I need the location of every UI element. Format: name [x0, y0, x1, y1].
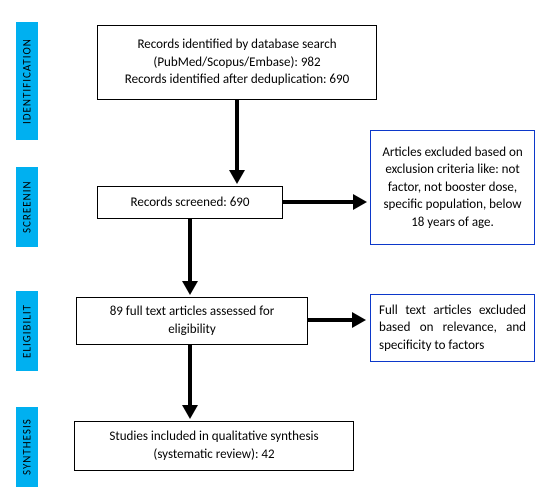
- stage-eligibility: ELIGIBILIT: [16, 291, 38, 371]
- ident-line3: Records identified after deduplication: …: [125, 71, 349, 89]
- ident-line1: Records identified by database search: [137, 36, 336, 54]
- excluded2-text: Full text articles excluded based on rel…: [379, 302, 526, 355]
- excluded1-text: Articles excluded based on exclusion cri…: [379, 144, 526, 232]
- box-eligibility: 89 full text articles assessed for eligi…: [76, 297, 308, 345]
- stage-identification-text: IDENTIFICATION: [21, 38, 34, 124]
- screened-text: Records screened: 690: [131, 194, 250, 212]
- stage-screening: SCREENIN: [16, 167, 38, 247]
- stage-synthesis: SYNTHESIS: [16, 407, 38, 487]
- box-synthesis: Studies included in qualitative synthesi…: [74, 421, 354, 471]
- stage-synthesis-text: SYNTHESIS: [21, 419, 34, 476]
- box-identification: Records identified by database search (P…: [97, 25, 377, 100]
- ident-line2: (PubMed/Scopus/Embase): 982: [153, 54, 320, 72]
- eligibility-text: 89 full text articles assessed for eligi…: [85, 303, 299, 338]
- stage-screening-text: SCREENIN: [21, 181, 34, 234]
- box-excluded2: Full text articles excluded based on rel…: [370, 294, 535, 362]
- box-screened: Records screened: 690: [97, 186, 283, 219]
- synthesis-text: Studies included in qualitative synthesi…: [83, 428, 345, 463]
- box-excluded1: Articles excluded based on exclusion cri…: [370, 130, 535, 245]
- stage-identification: IDENTIFICATION: [16, 22, 38, 140]
- stage-eligibility-text: ELIGIBILIT: [21, 304, 34, 358]
